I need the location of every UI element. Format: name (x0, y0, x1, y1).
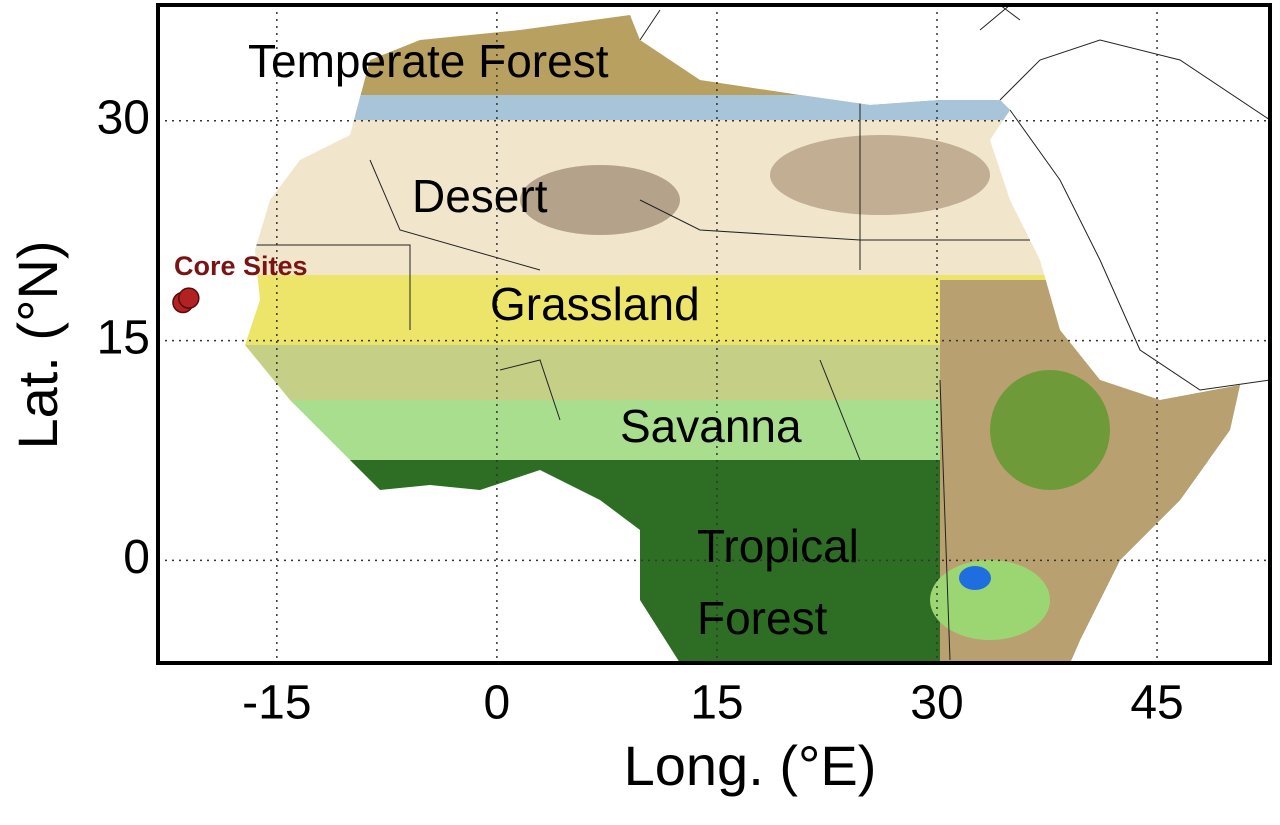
y-tick-label: 30 (97, 91, 150, 144)
country-borders (250, 100, 1030, 661)
region-label: Temperate Forest (248, 35, 609, 87)
region-label: Forest (697, 592, 828, 644)
core-sites-label: Core Sites (174, 251, 308, 281)
y-tick-label: 15 (97, 311, 150, 364)
x-axis-label: Long. (°E) (624, 734, 877, 797)
region-label: Grassland (490, 278, 700, 330)
y-tick-label: 0 (123, 531, 150, 584)
x-tick-label: -15 (242, 677, 311, 730)
map-frame (156, 3, 1272, 665)
x-tick-label: 45 (1130, 677, 1183, 730)
x-tick-label: 15 (690, 677, 743, 730)
x-tick-label: 30 (910, 677, 963, 730)
coastline (639, 5, 1270, 391)
core-site (178, 287, 200, 309)
x-tick-label: 0 (484, 677, 511, 730)
grid (158, 5, 1270, 663)
region-label: Desert (412, 170, 548, 222)
region-label: Tropical (697, 520, 859, 572)
region-label: Savanna (620, 400, 802, 452)
y-axis-label: Lat. (°N) (6, 240, 69, 449)
region-labels: Temperate Forest Desert Grassland Savanna Tr… (248, 35, 859, 644)
